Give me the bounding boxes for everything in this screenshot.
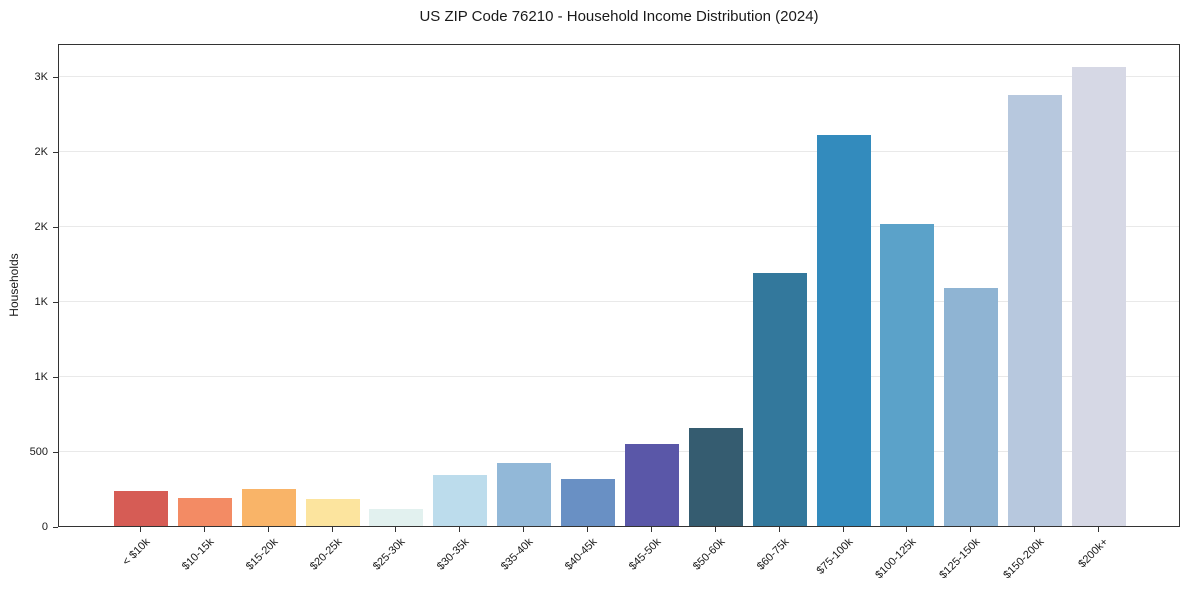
x-tick-label: $100-125k [873,536,919,582]
bar-$40-45k [561,478,616,526]
bar-$20-25k [305,498,360,526]
bar-< $10k [113,490,168,526]
x-tick-label: $20-25k [307,536,345,573]
x-tick-label: $125-150k [937,536,983,582]
x-tick-mark [267,527,269,532]
x-tick-mark [714,527,716,532]
gridline-500 [59,450,1179,452]
x-tick-label: $25-30k [371,536,408,573]
x-tick-label: $40-45k [562,536,600,573]
y-tick-label: 2K [34,146,48,158]
gridline-2K [59,150,1179,152]
bar-$60-75k [752,272,807,526]
x-tick-mark [203,527,205,532]
y-tick-label: 1K [34,371,48,383]
bar-$35-40k [497,462,552,526]
y-tick-mark [53,151,58,153]
x-tick-label: $50-60k [690,536,728,573]
y-tick-mark [53,226,58,228]
x-tick-label: < $10k [120,536,153,569]
gridline-2K [59,225,1179,227]
y-tick-mark [53,526,58,528]
x-tick-mark [906,527,908,532]
x-tick-label: $75-100k [814,536,856,577]
y-tick-label: 0 [41,521,48,533]
x-tick-mark [650,527,652,532]
x-tick-mark [778,527,780,532]
y-tick-label: 2K [34,221,48,233]
bar-$25-30k [369,509,424,526]
x-tick-mark [970,527,972,532]
x-tick-mark [523,527,525,532]
y-tick-label: 1K [34,296,48,308]
chart-title: US ZIP Code 76210 - Household Income Dis… [419,8,819,25]
bar-$45-50k [624,444,679,526]
x-tick-label: $35-40k [499,536,536,573]
y-tick-label: 3K [34,71,48,83]
plot-area [58,44,1180,527]
y-tick-mark [53,376,58,378]
y-tick-mark [53,451,58,453]
y-tick-mark [53,301,58,303]
bar-$200k+ [1072,67,1127,526]
x-tick-label: $150-200k [1001,536,1047,582]
bar-$125-150k [944,287,999,526]
x-tick-mark [1098,527,1100,532]
bar-$30-35k [433,475,488,526]
gridline-3K [59,75,1179,77]
gridline-1K [59,375,1179,377]
bar-$10-15k [177,497,232,526]
y-tick-mark [53,76,58,78]
bar-$100-125k [880,224,935,526]
y-tick-label: 500 [29,446,48,458]
gridline-1K [59,300,1179,302]
x-tick-label: $200k+ [1076,536,1111,571]
bar-$15-20k [241,489,296,526]
x-tick-mark [587,527,589,532]
x-tick-mark [139,527,141,532]
x-tick-label: $45-50k [626,536,664,573]
bar-$75-100k [816,135,871,526]
x-tick-mark [395,527,397,532]
x-tick-mark [842,527,844,532]
x-tick-mark [459,527,461,532]
x-tick-label: $30-35k [435,536,472,573]
x-tick-mark [331,527,333,532]
x-tick-label: $15-20k [243,536,281,573]
x-tick-label: $60-75k [754,536,792,573]
x-tick-mark [1034,527,1036,532]
bar-$150-200k [1008,94,1063,526]
x-tick-label: $10-15k [179,536,217,573]
bar-$50-60k [688,428,743,526]
